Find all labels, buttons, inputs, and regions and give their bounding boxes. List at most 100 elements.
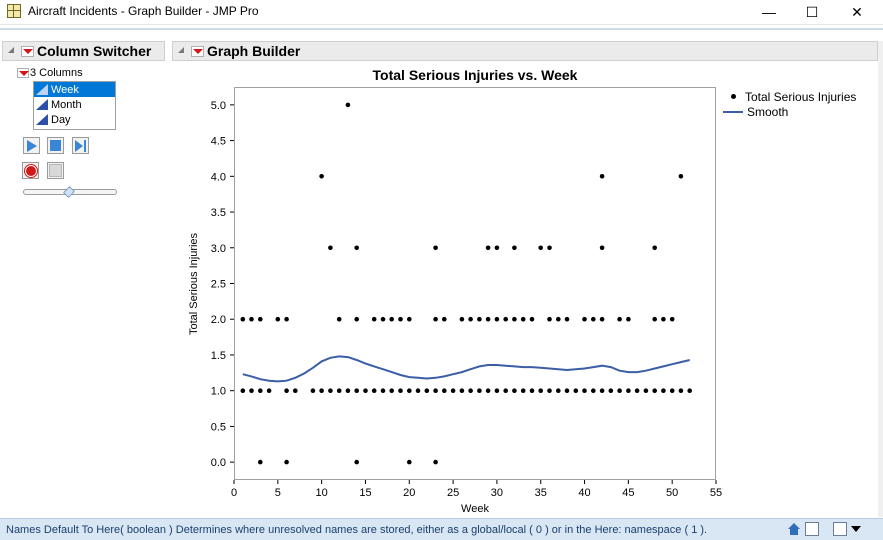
data-point[interactable] bbox=[459, 388, 465, 394]
data-point[interactable] bbox=[284, 459, 289, 465]
data-point[interactable] bbox=[608, 388, 614, 394]
data-point[interactable] bbox=[652, 388, 657, 394]
data-point[interactable] bbox=[520, 316, 526, 322]
data-point[interactable] bbox=[582, 316, 587, 322]
data-point[interactable] bbox=[547, 388, 552, 394]
data-point[interactable] bbox=[371, 388, 377, 394]
data-point[interactable] bbox=[240, 388, 246, 394]
data-point[interactable] bbox=[669, 388, 675, 394]
record-button[interactable] bbox=[22, 162, 39, 179]
data-point[interactable] bbox=[380, 388, 386, 394]
data-point[interactable] bbox=[599, 174, 605, 179]
layout-box-icon[interactable] bbox=[833, 522, 847, 536]
data-point[interactable] bbox=[538, 388, 543, 394]
data-point[interactable] bbox=[678, 388, 684, 394]
data-point[interactable] bbox=[678, 174, 684, 179]
data-point[interactable] bbox=[512, 245, 517, 251]
data-point[interactable] bbox=[643, 388, 649, 394]
data-point[interactable] bbox=[582, 388, 587, 394]
data-point[interactable] bbox=[485, 316, 491, 322]
data-point[interactable] bbox=[538, 245, 543, 251]
data-point[interactable] bbox=[240, 316, 246, 322]
data-point[interactable] bbox=[266, 388, 272, 394]
legend-item-smooth[interactable]: Smooth bbox=[723, 104, 856, 119]
data-point[interactable] bbox=[345, 102, 351, 108]
red-triangle-menu-icon[interactable] bbox=[21, 45, 34, 57]
x-axis-label[interactable]: Week bbox=[461, 503, 489, 515]
data-point[interactable] bbox=[512, 316, 517, 322]
data-point[interactable] bbox=[258, 459, 263, 465]
data-point[interactable] bbox=[415, 388, 421, 394]
data-point[interactable] bbox=[634, 388, 640, 394]
data-point[interactable] bbox=[336, 388, 342, 394]
y-axis-label[interactable]: Total Serious Injuries bbox=[188, 232, 200, 336]
data-point[interactable] bbox=[328, 388, 333, 394]
data-point[interactable] bbox=[468, 316, 473, 322]
data-point[interactable] bbox=[617, 316, 622, 322]
data-point[interactable] bbox=[354, 245, 360, 251]
data-point[interactable] bbox=[249, 388, 254, 394]
data-point[interactable] bbox=[354, 316, 360, 322]
data-point[interactable] bbox=[661, 388, 666, 394]
data-point[interactable] bbox=[354, 459, 360, 465]
data-point[interactable] bbox=[371, 316, 377, 322]
data-point[interactable] bbox=[529, 316, 535, 322]
data-point[interactable] bbox=[556, 388, 561, 394]
data-point[interactable] bbox=[310, 388, 316, 394]
chevron-down-icon[interactable] bbox=[851, 526, 861, 532]
data-point[interactable] bbox=[547, 316, 552, 322]
data-point[interactable] bbox=[599, 388, 605, 394]
data-point[interactable] bbox=[389, 388, 395, 394]
data-point[interactable] bbox=[258, 388, 263, 394]
save-animation-button[interactable] bbox=[47, 162, 64, 179]
data-point[interactable] bbox=[591, 388, 596, 394]
data-point[interactable] bbox=[556, 316, 561, 322]
data-point[interactable] bbox=[661, 316, 666, 322]
data-point[interactable] bbox=[398, 316, 403, 322]
data-point[interactable] bbox=[380, 316, 386, 322]
data-point[interactable] bbox=[485, 245, 491, 251]
data-point[interactable] bbox=[284, 388, 289, 394]
legend-item-points[interactable]: Total Serious Injuries bbox=[723, 89, 856, 104]
data-point[interactable] bbox=[529, 388, 535, 394]
data-point[interactable] bbox=[389, 316, 395, 322]
data-point[interactable] bbox=[626, 316, 631, 322]
data-point[interactable] bbox=[442, 316, 447, 322]
data-point[interactable] bbox=[573, 388, 579, 394]
data-point[interactable] bbox=[599, 245, 605, 251]
data-point[interactable] bbox=[284, 316, 289, 322]
vertical-scrollbar[interactable] bbox=[878, 41, 883, 517]
play-button[interactable] bbox=[23, 137, 40, 154]
data-point[interactable] bbox=[520, 388, 526, 394]
data-point[interactable] bbox=[564, 316, 570, 322]
data-point[interactable] bbox=[652, 245, 657, 251]
data-point[interactable] bbox=[494, 388, 500, 394]
data-point[interactable] bbox=[433, 245, 438, 251]
data-point[interactable] bbox=[354, 388, 360, 394]
data-point[interactable] bbox=[591, 316, 596, 322]
data-point[interactable] bbox=[512, 388, 517, 394]
maximize-button[interactable]: ☐ bbox=[805, 3, 819, 20]
data-point[interactable] bbox=[477, 388, 482, 394]
column-list[interactable]: Week Month Day bbox=[33, 81, 116, 130]
column-item-month[interactable]: Month bbox=[34, 97, 115, 112]
data-point[interactable] bbox=[424, 388, 430, 394]
data-point[interactable] bbox=[319, 388, 324, 394]
data-point[interactable] bbox=[433, 316, 438, 322]
close-button[interactable]: ✕ bbox=[851, 3, 863, 20]
data-point[interactable] bbox=[450, 388, 456, 394]
data-point[interactable] bbox=[503, 316, 509, 322]
data-point[interactable] bbox=[442, 388, 447, 394]
data-point[interactable] bbox=[599, 316, 605, 322]
data-point[interactable] bbox=[477, 316, 482, 322]
data-point[interactable] bbox=[249, 316, 254, 322]
step-button[interactable] bbox=[72, 137, 89, 154]
column-item-day[interactable]: Day bbox=[34, 112, 115, 127]
data-point[interactable] bbox=[564, 388, 570, 394]
data-point[interactable] bbox=[345, 388, 351, 394]
data-point[interactable] bbox=[468, 388, 473, 394]
data-point[interactable] bbox=[669, 316, 675, 322]
data-point[interactable] bbox=[687, 388, 692, 394]
data-point[interactable] bbox=[652, 316, 657, 322]
stop-button[interactable] bbox=[47, 137, 64, 154]
